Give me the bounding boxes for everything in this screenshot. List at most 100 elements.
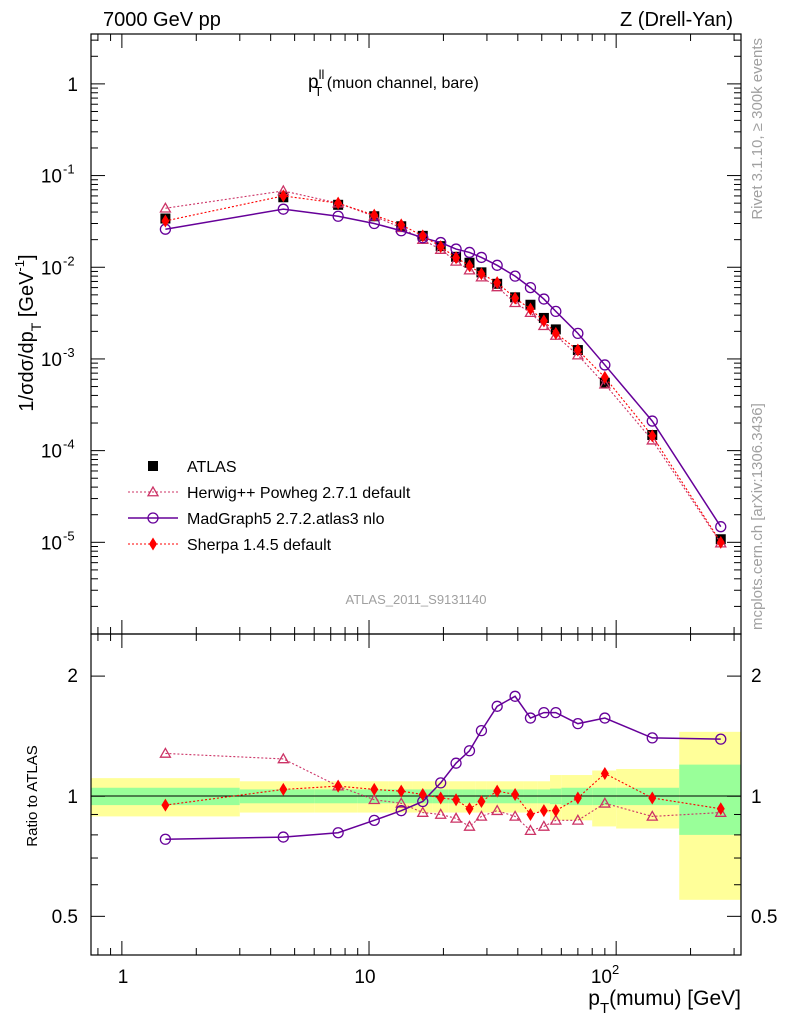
data-point-triangle: [571, 348, 584, 360]
ratio-series-layer: [159, 690, 727, 845]
side-label-top: Rivet 3.1.10, ≥ 300k events: [749, 38, 766, 220]
ratio-band-inner: [679, 764, 741, 835]
ratio-left-tick-label-1: 1: [67, 787, 78, 808]
data-point-diamond: [648, 429, 657, 443]
header-right: Z (Drell-Yan): [620, 9, 733, 31]
data-point-triangle: [463, 820, 476, 831]
xlabel-sub: T: [600, 1000, 609, 1017]
data-point-diamond: [648, 791, 657, 805]
ratio-left-tick-label-0.5: 0.5: [52, 907, 78, 928]
upper-y-tick-label: 10: [41, 167, 62, 188]
data-point-triangle: [395, 796, 408, 808]
data-point-circle: [715, 521, 727, 533]
data-point-diamond: [526, 302, 535, 316]
upper-ylabel-unit: [GeV: [16, 271, 38, 323]
data-point-triangle: [537, 319, 551, 331]
data-point-diamond: [436, 240, 445, 254]
analysis-id: ATLAS_2011_S9131140: [346, 592, 487, 607]
data-point-triangle: [368, 793, 381, 805]
upper-y-tick-label: 1: [67, 75, 78, 96]
data-point-circle: [715, 733, 727, 745]
upper-y-tick-base: 10: [41, 350, 62, 371]
plot-title-rest: (muon channel, bare): [322, 75, 479, 92]
upper-y-tick-label: 10: [41, 258, 62, 279]
x-tick-label-100: 102: [591, 962, 619, 988]
data-point-triangle: [598, 796, 611, 808]
data-point-circle: [450, 757, 462, 769]
data-point-circle: [147, 512, 159, 524]
data-point-diamond: [161, 798, 170, 812]
upper-ylabel-main: 1/σdσ/dp: [16, 331, 38, 411]
data-point-diamond: [493, 276, 502, 290]
xlabel-main: p: [588, 987, 600, 1010]
upper-y-tick-exp: -3: [63, 345, 75, 360]
data-point-triangle: [159, 201, 172, 213]
data-point-triangle: [646, 810, 659, 821]
ratio-plot-frame: [90, 633, 742, 956]
data-point-diamond: [334, 196, 343, 210]
data-point-triangle: [524, 824, 537, 836]
data-point-diamond: [279, 782, 288, 796]
upper-y-tick-exp: -4: [63, 437, 75, 452]
plot-title-sup: ll: [319, 67, 325, 82]
data-point-triangle: [549, 814, 562, 825]
upper-y-tick-base: 10: [41, 167, 62, 188]
upper-y-tick-exp: -1: [63, 162, 75, 177]
data-point-diamond: [397, 218, 406, 232]
data-point-triangle: [159, 747, 172, 758]
upper-y-tick-label: 10: [41, 442, 62, 463]
data-point-triangle: [475, 270, 488, 282]
data-point-diamond: [436, 791, 445, 805]
x-tick-label-10: 10: [354, 967, 375, 988]
legend-label: Sherpa 1.4.5 default: [187, 537, 332, 554]
header-left: 7000 GeV pp: [103, 9, 221, 31]
data-point-triangle: [475, 810, 488, 821]
data-point-diamond: [477, 267, 486, 281]
data-point-triangle: [434, 808, 447, 819]
data-point-diamond: [452, 251, 461, 265]
data-point-circle: [475, 724, 488, 737]
upper-y-tick-label: 10: [41, 533, 62, 554]
data-point-circle: [509, 690, 521, 702]
data-point-diamond: [539, 804, 548, 818]
upper-y-tick-labels: 10 -510 -410 -310 -210 -11: [41, 75, 78, 554]
data-point-diamond: [465, 802, 474, 816]
data-point-diamond: [161, 214, 170, 228]
data-point-diamond: [573, 791, 582, 805]
data-point-triangle: [646, 433, 659, 445]
side-label-bottom: mcplots.cern.ch [arXiv:1306.3436]: [749, 403, 766, 630]
data-point-circle: [646, 415, 658, 427]
data-point-circle: [646, 732, 658, 744]
data-point-triangle: [449, 812, 463, 823]
data-point-circle: [524, 712, 537, 724]
data-point-diamond: [493, 784, 502, 798]
data-point-diamond: [370, 208, 379, 222]
data-point-circle: [538, 293, 550, 305]
main-series-layer: [159, 184, 727, 549]
data-point-triangle: [491, 280, 504, 292]
data-point-diamond: [418, 229, 427, 243]
xlabel-rest: (mumu) [GeV]: [609, 987, 741, 1010]
data-point-triangle: [524, 306, 537, 318]
data-point-triangle: [491, 804, 504, 816]
data-point-circle: [509, 270, 521, 282]
data-point-circle: [463, 745, 476, 757]
upper-ylabel-sub: T: [28, 322, 44, 331]
ratio-left-tick-label-2: 2: [67, 666, 78, 687]
data-point-circle: [435, 777, 447, 789]
data-point-diamond: [551, 804, 560, 818]
data-point-circle: [159, 833, 172, 845]
series-line: [165, 208, 722, 528]
data-point-diamond: [511, 787, 520, 801]
data-point-triangle: [537, 820, 551, 831]
upper-y-tick-base: 1: [67, 75, 78, 96]
data-point-circle: [538, 706, 550, 719]
data-point-diamond: [573, 343, 582, 357]
data-point-circle: [550, 305, 562, 318]
data-point-circle: [463, 246, 476, 259]
upper-y-tick-exp: -2: [63, 253, 75, 268]
upper-ylabel-unit-sup: -1: [12, 260, 27, 272]
legend-label: MadGraph5 2.7.2.atlas3 nlo: [187, 511, 385, 528]
data-point-diamond: [526, 807, 535, 821]
data-point-diamond: [370, 782, 379, 796]
